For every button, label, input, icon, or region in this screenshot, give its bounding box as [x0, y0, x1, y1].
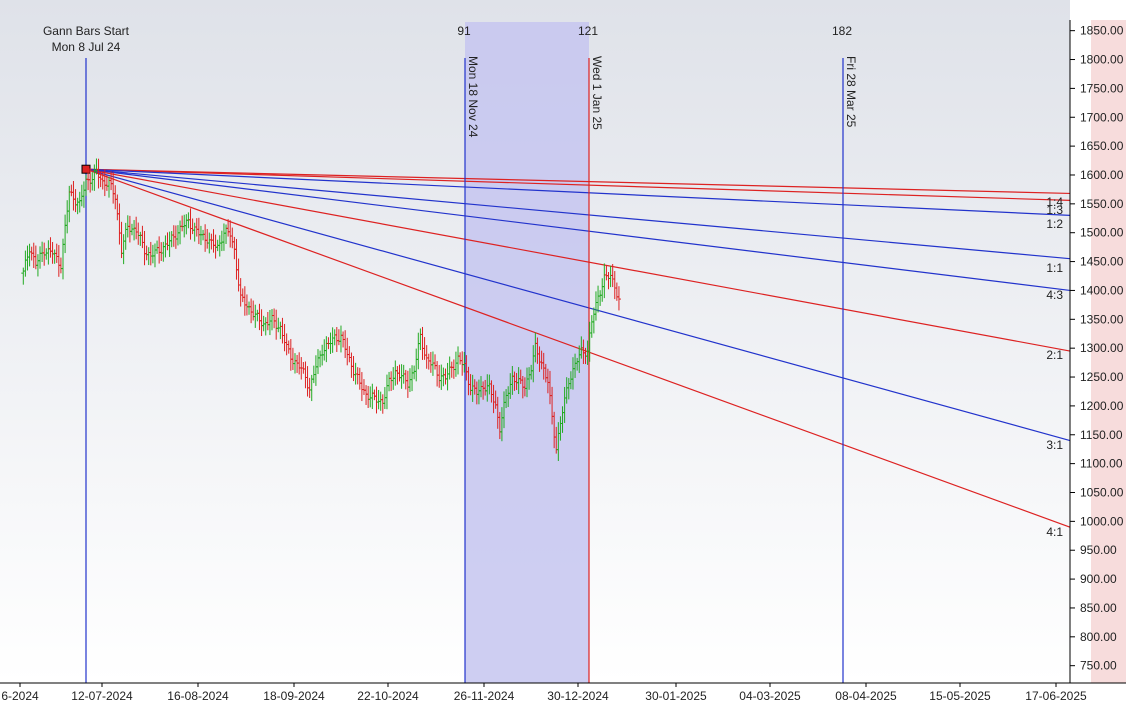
y-tick-label: 1350.00: [1080, 312, 1124, 326]
y-tick-label: 1800.00: [1080, 53, 1124, 67]
y-tick-label: 1100.00: [1080, 457, 1123, 471]
y-tick-label: 900.00: [1080, 572, 1117, 586]
y-tick-label: 1700.00: [1080, 110, 1124, 124]
gann-start-date: Mon 8 Jul 24: [52, 40, 121, 54]
y-tick-label: 850.00: [1080, 601, 1117, 615]
y-tick-label: 1850.00: [1080, 24, 1124, 38]
fan-ratio-label: 1:3: [1046, 203, 1063, 217]
fan-ratio-label: 1:4: [1046, 195, 1063, 209]
fan-line: [85, 168, 1071, 528]
price-bar: [616, 286, 621, 311]
x-tick-label: 15-05-2025: [929, 689, 991, 702]
y-tick-label: 1400.00: [1080, 283, 1124, 297]
x-tick-label: 12-07-2024: [71, 689, 133, 702]
x-tick-label: 30-12-2024: [547, 689, 609, 702]
y-tick-label: 1750.00: [1080, 81, 1124, 95]
x-tick-label: 30-01-2025: [645, 689, 707, 702]
x-tick-label: 18-09-2024: [263, 689, 325, 702]
x-tick-label: 6-2024: [1, 689, 39, 702]
y-tick-label: 1000.00: [1080, 514, 1124, 528]
y-tick-label: 1450.00: [1080, 255, 1124, 269]
marker-date-label: Wed 1 Jan 25: [590, 56, 604, 130]
gann-start-title: Gann Bars Start: [43, 24, 130, 38]
fan-line: [85, 168, 1071, 292]
y-tick-label: 950.00: [1080, 543, 1117, 557]
y-tick-label: 1200.00: [1080, 399, 1124, 413]
fan-ratio-label: 4:1: [1046, 525, 1063, 539]
fan-line: [85, 168, 1071, 442]
x-tick-label: 08-04-2025: [835, 689, 897, 702]
y-tick-label: 750.00: [1080, 659, 1117, 673]
y-tick-label: 1600.00: [1080, 168, 1124, 182]
marker-shaded-region: [465, 22, 589, 683]
gann-start-anchor: [81, 164, 91, 174]
fan-line: [85, 168, 1071, 352]
fan-line: [85, 168, 1071, 201]
x-tick-label: 22-10-2024: [357, 689, 419, 702]
fan-ratio-label: 3:1: [1046, 438, 1063, 452]
y-tick-label: 1500.00: [1080, 226, 1124, 240]
marker-date-label: Mon 18 Nov 24: [466, 56, 480, 138]
fan-ratio-label: 4:3: [1046, 288, 1063, 302]
fan-ratio-label: 2:1: [1046, 348, 1063, 362]
x-tick-label: 17-06-2025: [1025, 689, 1087, 702]
marker-count-label: 91: [457, 24, 471, 38]
y-tick-label: 1650.00: [1080, 139, 1124, 153]
fan-line: [85, 168, 1071, 195]
fan-line: [85, 168, 1071, 216]
y-tick-label: 1050.00: [1080, 485, 1124, 499]
x-tick-label: 16-08-2024: [167, 689, 229, 702]
x-tick-label: 26-11-2024: [454, 689, 515, 702]
y-tick-label: 1150.00: [1080, 428, 1123, 442]
y-tick-label: 1550.00: [1080, 197, 1124, 211]
x-tick-label: 04-03-2025: [739, 689, 801, 702]
fan-ratio-label: 1:2: [1046, 217, 1063, 231]
y-tick-label: 1300.00: [1080, 341, 1124, 355]
y-tick-label: 800.00: [1080, 630, 1117, 644]
axis-pink-band: [1091, 20, 1126, 683]
marker-count-label: 182: [832, 24, 852, 38]
marker-count-label: 121: [578, 24, 598, 38]
marker-date-label: Fri 28 Mar 25: [844, 56, 858, 128]
fan-ratio-label: 1:1: [1046, 261, 1063, 275]
fan-line: [85, 168, 1071, 260]
y-tick-label: 1250.00: [1080, 370, 1124, 384]
